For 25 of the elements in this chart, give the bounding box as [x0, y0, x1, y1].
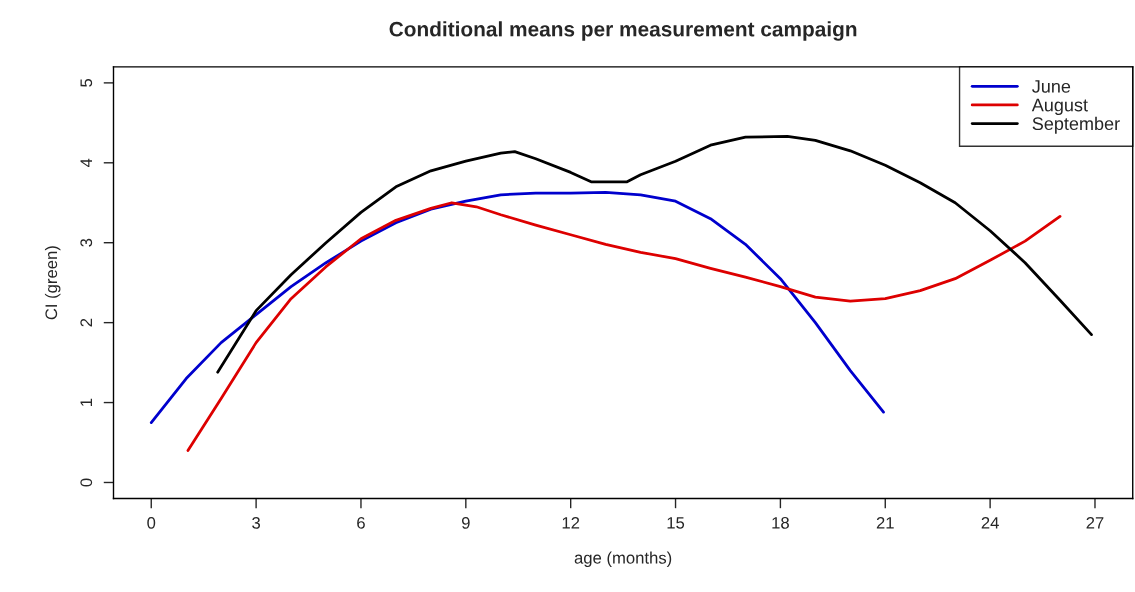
x-axis-title: age (months)	[574, 551, 672, 568]
y-tick-label: 1	[80, 398, 92, 406]
y-tick-label: 3	[80, 238, 93, 247]
legend-label: September	[1032, 116, 1120, 134]
x-tick-label: 18	[772, 516, 789, 529]
y-tick-label: 0	[80, 478, 93, 487]
chart-title: Conditional means per measurement campaign	[389, 21, 857, 41]
legend-label: June	[1032, 80, 1071, 93]
line-series	[149, 190, 885, 424]
line-series	[186, 201, 1062, 452]
x-tick-label: 12	[562, 516, 580, 529]
y-tick-label: 4	[80, 158, 92, 168]
legend-label: August	[1031, 98, 1088, 115]
y-tick-label: 5	[80, 78, 93, 87]
x-tick-label: 0	[147, 516, 156, 529]
x-tick-label: 9	[461, 516, 470, 529]
x-tick-label: 24	[981, 516, 999, 529]
x-tick-label: 6	[357, 516, 365, 529]
x-tick-label: 21	[876, 516, 894, 529]
x-tick-label: 3	[252, 516, 261, 529]
x-tick-label: 15	[667, 517, 685, 529]
y-tick-label: 2	[80, 318, 92, 327]
x-tick-label: 27	[1086, 516, 1104, 529]
y-axis-title: CI (green)	[44, 246, 61, 320]
line-series	[216, 135, 1093, 374]
